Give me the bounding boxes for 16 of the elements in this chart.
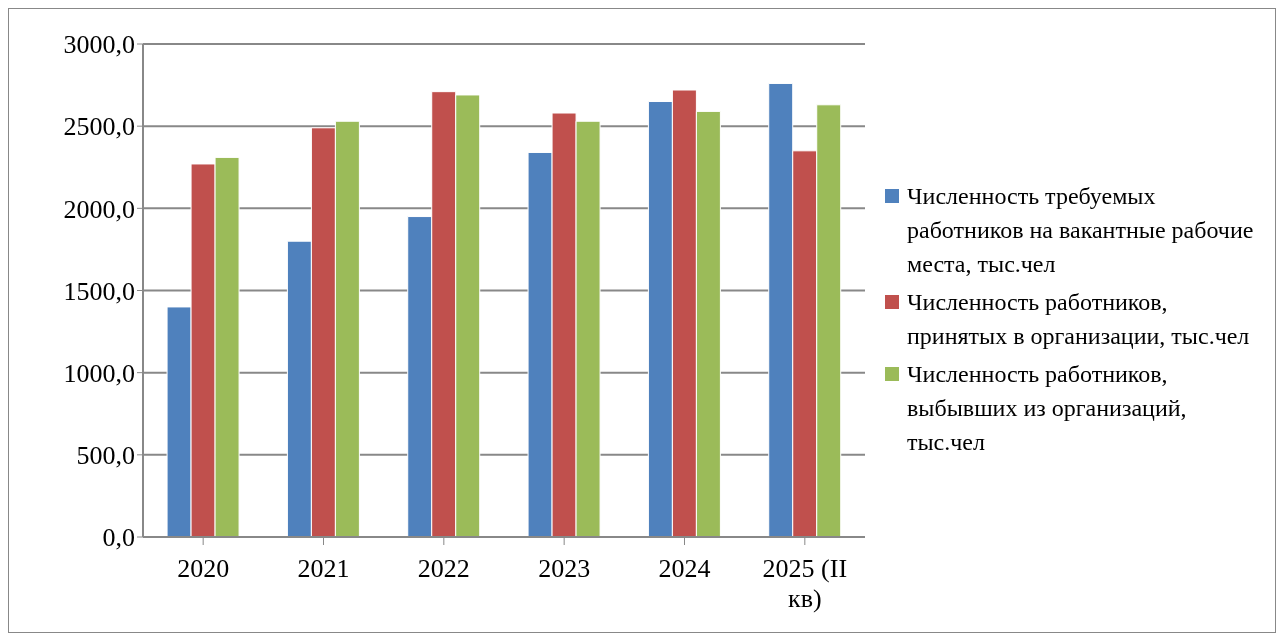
legend-label: Численность работников, выбывших из организаций, тыс.чел — [907, 359, 1188, 457]
y-tick-label: 0,0 — [102, 523, 135, 553]
x-tick-label: 2022 — [417, 554, 470, 583]
y-tick-label: 3000,0 — [63, 30, 135, 60]
y-tick-label: 1500,0 — [63, 276, 135, 306]
y-tick-label: 2500,0 — [63, 112, 135, 142]
y-tick-label: 500,0 — [76, 441, 135, 471]
y-tick-label: 2000,0 — [63, 194, 135, 224]
x-tick-label: 2024 — [658, 554, 711, 583]
x-tick-label: 2025 (II кв) — [762, 554, 848, 613]
legend-label: Численность работников, принятых в организации, тыс.чел — [907, 287, 1251, 351]
y-tick-label: 1000,0 — [63, 358, 135, 388]
x-tick-label: 2021 — [297, 554, 350, 583]
legend-label: Численность требуемых работников на вакантные рабочие места, тыс.чел — [907, 181, 1255, 279]
x-tick-label: 2023 — [538, 554, 591, 583]
x-tick-label: 2020 — [177, 554, 230, 583]
